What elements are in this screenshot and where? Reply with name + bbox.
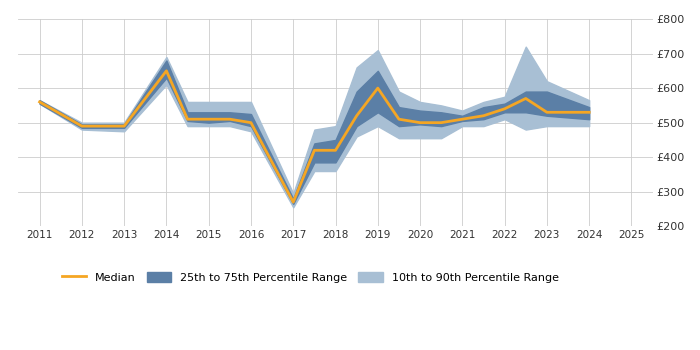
Median bbox=[500, 107, 509, 111]
Line: Median: Median bbox=[40, 71, 589, 202]
Median bbox=[36, 100, 44, 104]
Median bbox=[183, 117, 192, 121]
Median bbox=[416, 120, 424, 125]
Median bbox=[542, 110, 551, 114]
Median bbox=[225, 117, 234, 121]
Median bbox=[353, 114, 361, 118]
Median bbox=[374, 86, 382, 90]
Median bbox=[480, 114, 488, 118]
Median bbox=[522, 96, 530, 100]
Median bbox=[204, 117, 213, 121]
Median bbox=[247, 120, 256, 125]
Median bbox=[458, 117, 466, 121]
Median bbox=[585, 110, 594, 114]
Median bbox=[289, 200, 298, 204]
Median bbox=[310, 148, 319, 152]
Legend: Median, 25th to 75th Percentile Range, 10th to 90th Percentile Range: Median, 25th to 75th Percentile Range, 1… bbox=[57, 267, 563, 287]
Median bbox=[437, 120, 445, 125]
Median bbox=[331, 148, 340, 152]
Median bbox=[395, 117, 403, 121]
Median bbox=[162, 69, 171, 73]
Median bbox=[78, 124, 86, 128]
Median bbox=[120, 124, 128, 128]
